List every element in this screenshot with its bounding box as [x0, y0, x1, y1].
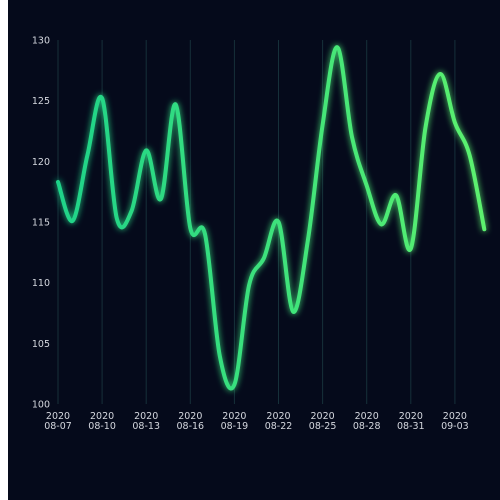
data-point — [246, 282, 252, 288]
y-tick-label: 130 — [32, 36, 50, 47]
data-point — [187, 225, 193, 231]
data-point — [393, 192, 399, 198]
x-tick-label: 2020 08-25 — [309, 411, 337, 432]
data-point — [452, 120, 458, 126]
x-tick-label: 2020 08-19 — [221, 411, 249, 432]
data-point — [437, 71, 443, 77]
x-tick-label: 2020 08-07 — [44, 411, 72, 432]
data-point — [481, 226, 487, 232]
x-tick-label: 2020 08-10 — [88, 411, 116, 432]
series-layer — [55, 44, 487, 391]
data-point — [129, 208, 135, 214]
x-tick-label: 2020 08-16 — [176, 411, 204, 432]
data-point — [231, 382, 237, 388]
data-point — [349, 134, 355, 140]
data-point — [423, 124, 429, 130]
data-point — [378, 221, 384, 227]
y-tick-label: 105 — [32, 339, 50, 350]
x-tick-label: 2020 08-13 — [132, 411, 160, 432]
data-point — [408, 246, 414, 252]
x-tick-label: 2020 08-22 — [265, 411, 293, 432]
data-point — [158, 196, 164, 202]
data-point — [70, 218, 76, 224]
x-tick-label: 2020 08-28 — [353, 411, 381, 432]
series-line-0 — [56, 45, 487, 391]
data-point — [173, 101, 179, 107]
x-tick-label: 2020 08-31 — [397, 411, 425, 432]
y-tick-label: 120 — [32, 157, 50, 168]
data-point — [143, 147, 149, 153]
data-point — [305, 237, 311, 243]
x-tick-label: 2020 09-03 — [441, 411, 469, 432]
data-point — [364, 183, 370, 189]
data-point — [99, 95, 105, 101]
x-axis: 2020 08-07 2020 08-10 2020 08-13 2020 08-16 2020… — [44, 411, 469, 432]
y-tick-label: 115 — [32, 218, 50, 229]
data-point — [320, 122, 326, 128]
y-axis: 100 105 110 115 120 125 130 — [32, 36, 50, 411]
data-point — [334, 44, 340, 50]
data-point — [467, 152, 473, 158]
y-tick-label: 110 — [32, 278, 50, 289]
data-point — [217, 352, 223, 358]
y-tick-label: 125 — [32, 96, 50, 107]
y-tick-label: 100 — [32, 400, 50, 411]
data-point — [55, 179, 61, 185]
data-point — [114, 215, 120, 221]
data-point — [290, 309, 296, 315]
data-point — [202, 231, 208, 237]
data-point — [276, 219, 282, 225]
data-point — [261, 255, 267, 261]
chart-panel — [8, 0, 500, 500]
data-point — [84, 152, 90, 158]
